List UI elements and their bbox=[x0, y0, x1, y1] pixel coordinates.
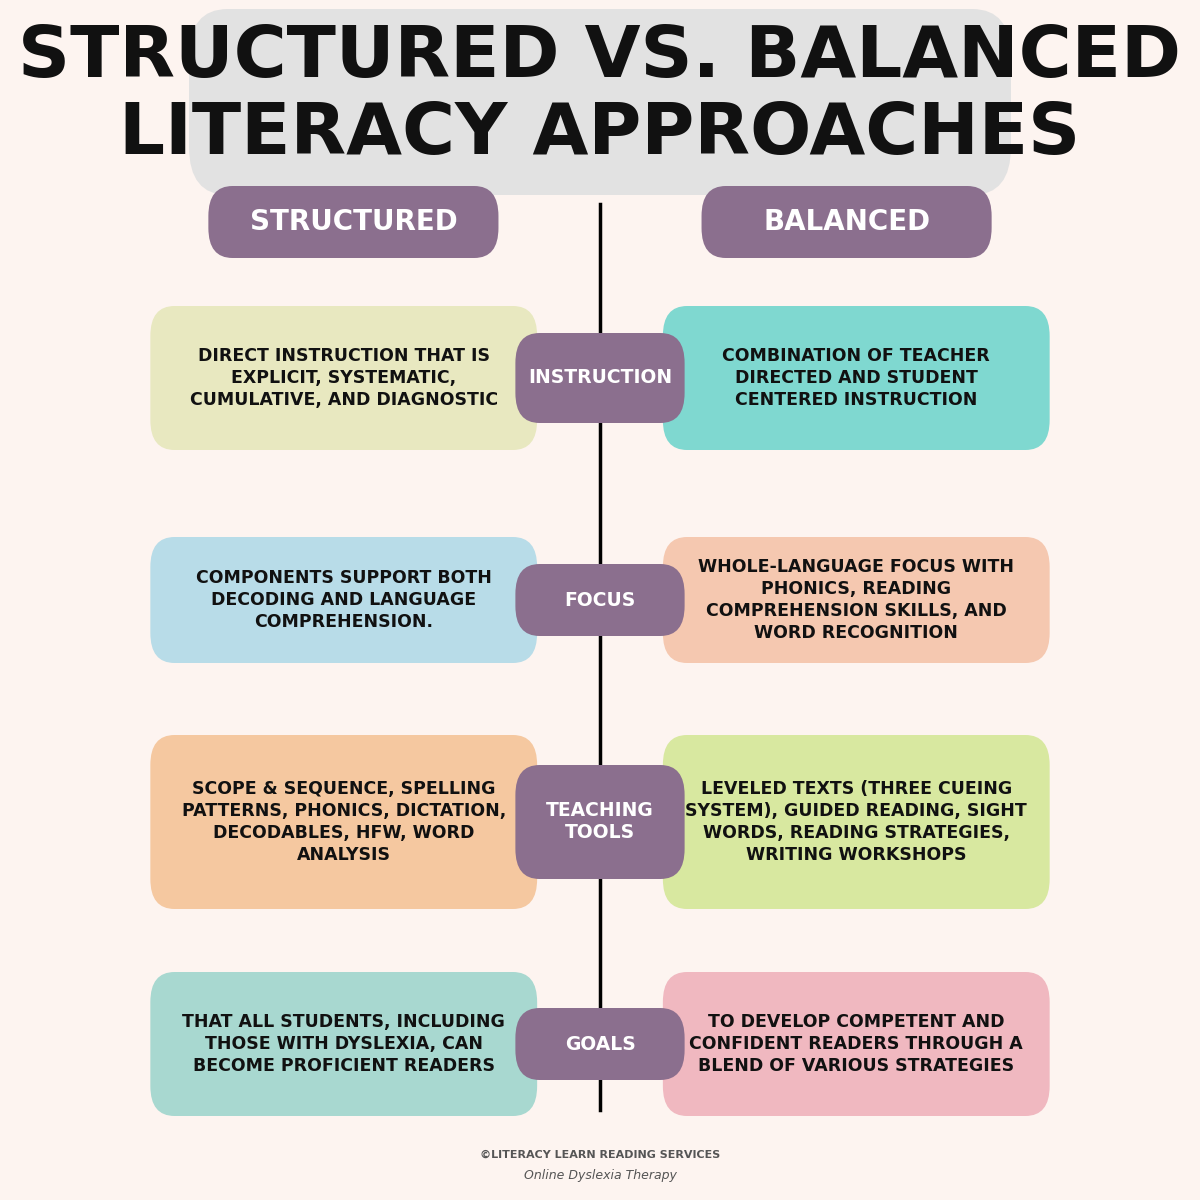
Text: LEVELED TEXTS (THREE CUEING
SYSTEM), GUIDED READING, SIGHT
WORDS, READING STRATE: LEVELED TEXTS (THREE CUEING SYSTEM), GUI… bbox=[685, 780, 1027, 864]
FancyBboxPatch shape bbox=[515, 766, 685, 878]
FancyBboxPatch shape bbox=[515, 564, 685, 636]
FancyBboxPatch shape bbox=[150, 972, 538, 1116]
Text: BALANCED: BALANCED bbox=[763, 208, 930, 236]
FancyBboxPatch shape bbox=[190, 8, 1010, 194]
Text: FOCUS: FOCUS bbox=[564, 590, 636, 610]
Text: TO DEVELOP COMPETENT AND
CONFIDENT READERS THROUGH A
BLEND OF VARIOUS STRATEGIES: TO DEVELOP COMPETENT AND CONFIDENT READE… bbox=[689, 1013, 1024, 1075]
FancyBboxPatch shape bbox=[515, 332, 685, 422]
Text: SCOPE & SEQUENCE, SPELLING
PATTERNS, PHONICS, DICTATION,
DECODABLES, HFW, WORD
A: SCOPE & SEQUENCE, SPELLING PATTERNS, PHO… bbox=[181, 780, 506, 864]
FancyBboxPatch shape bbox=[150, 538, 538, 662]
FancyBboxPatch shape bbox=[662, 972, 1050, 1116]
Text: DIRECT INSTRUCTION THAT IS
EXPLICIT, SYSTEMATIC,
CUMULATIVE, AND DIAGNOSTIC: DIRECT INSTRUCTION THAT IS EXPLICIT, SYS… bbox=[190, 347, 498, 409]
FancyBboxPatch shape bbox=[662, 538, 1050, 662]
Text: STRUCTURED: STRUCTURED bbox=[250, 208, 457, 236]
Text: COMPONENTS SUPPORT BOTH
DECODING AND LANGUAGE
COMPREHENSION.: COMPONENTS SUPPORT BOTH DECODING AND LAN… bbox=[196, 569, 492, 631]
FancyBboxPatch shape bbox=[662, 734, 1050, 910]
Text: COMBINATION OF TEACHER
DIRECTED AND STUDENT
CENTERED INSTRUCTION: COMBINATION OF TEACHER DIRECTED AND STUD… bbox=[722, 347, 990, 409]
Text: ©LITERACY LEARN READING SERVICES: ©LITERACY LEARN READING SERVICES bbox=[480, 1150, 720, 1159]
Text: STRUCTURED VS. BALANCED
LITERACY APPROACHES: STRUCTURED VS. BALANCED LITERACY APPROAC… bbox=[18, 23, 1182, 169]
Text: THAT ALL STUDENTS, INCLUDING
THOSE WITH DYSLEXIA, CAN
BECOME PROFICIENT READERS: THAT ALL STUDENTS, INCLUDING THOSE WITH … bbox=[182, 1013, 505, 1075]
FancyBboxPatch shape bbox=[209, 186, 498, 258]
FancyBboxPatch shape bbox=[515, 1008, 685, 1080]
FancyBboxPatch shape bbox=[702, 186, 991, 258]
Text: WHOLE-LANGUAGE FOCUS WITH
PHONICS, READING
COMPREHENSION SKILLS, AND
WORD RECOGN: WHOLE-LANGUAGE FOCUS WITH PHONICS, READI… bbox=[698, 558, 1014, 642]
Text: Online Dyslexia Therapy: Online Dyslexia Therapy bbox=[523, 1170, 677, 1182]
Text: GOALS: GOALS bbox=[565, 1034, 635, 1054]
FancyBboxPatch shape bbox=[150, 734, 538, 910]
Text: INSTRUCTION: INSTRUCTION bbox=[528, 368, 672, 388]
Text: TEACHING
TOOLS: TEACHING TOOLS bbox=[546, 802, 654, 842]
FancyBboxPatch shape bbox=[662, 306, 1050, 450]
FancyBboxPatch shape bbox=[150, 306, 538, 450]
